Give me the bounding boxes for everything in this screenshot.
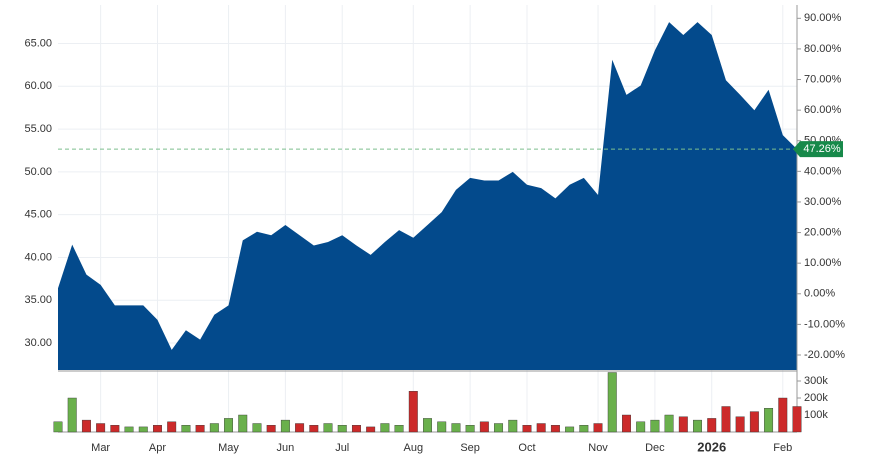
volume-bar [479,421,489,433]
y2-tick-label: -10.00% [804,318,845,330]
volume-bar [792,406,802,433]
volume-bar [238,414,248,433]
volume-bar [209,423,219,433]
y2-tick-label: 30.00% [804,196,842,208]
y-tick-label: 40.00 [24,251,52,263]
volume-bar [621,414,631,433]
volume-bar [252,423,262,433]
volume-tick-label: 100k [804,409,828,421]
volume-bar [522,425,532,433]
volume-bar [380,423,390,433]
volume-bar [579,425,589,433]
price-area [58,22,797,371]
volume-bar [593,423,603,433]
volume-bar [650,419,660,433]
x-tick-label: May [218,442,239,454]
volume-bar [707,418,717,433]
volume-bar [778,397,788,433]
annotation-label: 47.26% [803,143,841,155]
y2-tick-label: 90.00% [804,12,842,24]
y-tick-label: 60.00 [24,80,52,92]
y2-tick-label: 60.00% [804,104,842,116]
volume-bar [266,425,276,433]
volume-bar [423,418,432,433]
x-tick-label: Feb [773,442,792,454]
volume-bar [607,372,617,433]
volume-bar [167,421,177,433]
volume-bar [465,425,475,433]
volume-bar [153,425,162,433]
x-tick-label: Nov [588,442,608,454]
x-tick-label: Apr [149,442,166,454]
volume-bar [195,425,205,433]
volume-bar [550,425,560,433]
y2-tick-label: 80.00% [804,43,842,55]
y-tick-label: 30.00 [24,337,52,349]
volume-bar [735,416,745,433]
volume-bar [636,421,646,433]
annotation-box [793,141,843,158]
volume-bar [749,411,759,433]
y2-tick-label: 0.00% [804,288,835,300]
volume-bar [437,421,447,433]
y2-tick-label: -20.00% [804,349,845,361]
volume-bar [664,414,674,433]
volume-bar [351,425,361,433]
x-tick-label: 2026 [697,439,726,454]
volume-bar [81,419,91,433]
volume-bar [451,423,461,433]
volume-bar [295,423,305,433]
x-tick-label: Mar [91,442,110,454]
volume-bar [565,426,575,433]
volume-bar [309,425,319,433]
y-tick-label: 35.00 [24,294,52,306]
volume-bar [693,419,702,433]
volume-bar [96,423,106,433]
volume-bar [224,418,234,433]
volume-bar [323,423,333,433]
volume-tick-label: 300k [804,375,828,387]
volume-bar [536,423,546,433]
volume-bar [678,416,688,433]
y2-tick-label: 70.00% [804,73,842,85]
volume-tick-label: 200k [804,392,828,404]
x-tick-label: Aug [403,442,423,454]
y-tick-label: 55.00 [24,123,52,135]
y-tick-label: 50.00 [24,166,52,178]
y2-tick-label: 10.00% [804,257,842,269]
volume-bar [764,408,774,433]
volume-bar [508,419,518,433]
x-tick-label: Dec [645,442,665,454]
volume-bar [721,406,731,433]
y2-tick-label: 40.00% [804,165,842,177]
y-tick-label: 65.00 [24,37,52,49]
volume-bar [124,426,134,433]
volume-bar [53,421,63,433]
x-tick-label: Oct [518,442,535,454]
x-tick-label: Sep [460,442,480,454]
volume-bar [337,425,347,433]
volume-bar [394,425,404,433]
volume-bar [138,426,148,433]
x-tick-label: Jun [277,442,295,454]
volume-bar [408,391,418,433]
volume-bar [110,425,120,433]
volume-bar [181,425,191,433]
x-tick-label: Jul [335,442,349,454]
volume-bar [494,423,504,433]
y-tick-label: 45.00 [24,209,52,221]
volume-bar [67,397,77,433]
volume-bar [280,419,290,433]
y2-tick-label: 20.00% [804,226,842,238]
volume-bar [366,426,376,433]
